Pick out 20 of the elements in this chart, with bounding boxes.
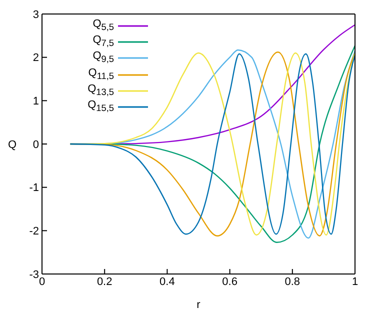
x-tick-label: 0.4	[160, 276, 175, 288]
legend-label: Q$_{5,5}$	[92, 18, 114, 34]
x-tick-label: 0.8	[284, 276, 300, 288]
legend-label: Q$_{11,5}$	[88, 66, 114, 83]
x-tick-label: 1	[352, 276, 358, 288]
y-tick-label: 2	[32, 52, 39, 64]
x-tick-label: 0.2	[96, 276, 112, 288]
y-tick-label: 1	[32, 96, 39, 108]
y-tick-label: -2	[29, 226, 39, 238]
legend-label: Q$_{13,5}$	[88, 82, 114, 99]
y-tick-label: -1	[29, 182, 39, 194]
y-tick-label: -3	[29, 268, 39, 281]
legend-label: Q$_{15,5}$	[88, 98, 114, 116]
y-tick-label: 3	[32, 8, 39, 21]
legend-label: Q$_{9,5}$	[92, 50, 114, 67]
legend-label: Q$_{7,5}$	[92, 34, 114, 50]
x-tick-label: 0.6	[222, 276, 238, 288]
x-axis-title: r	[196, 299, 201, 311]
y-tick-label: 0	[32, 138, 39, 151]
y-axis-title: Q	[8, 138, 17, 151]
